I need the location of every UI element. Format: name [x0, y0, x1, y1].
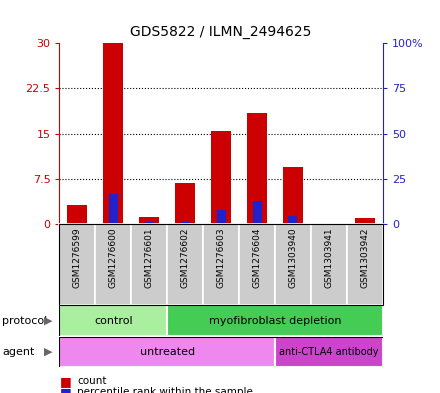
Bar: [139, 217, 159, 224]
Text: GSM1276604: GSM1276604: [253, 227, 261, 288]
Bar: [239, 224, 275, 305]
Text: GSM1303942: GSM1303942: [360, 227, 369, 288]
Text: GSM1276600: GSM1276600: [109, 227, 118, 288]
Bar: [167, 305, 383, 336]
Bar: [347, 224, 383, 305]
Bar: [247, 112, 267, 224]
Bar: [311, 224, 347, 305]
Bar: [275, 224, 311, 305]
Text: ■: ■: [59, 386, 71, 393]
Bar: [73, 223, 82, 224]
Bar: [355, 218, 375, 224]
Bar: [95, 224, 131, 305]
Bar: [59, 337, 275, 367]
Text: GSM1303940: GSM1303940: [289, 227, 297, 288]
Bar: [275, 337, 383, 367]
Text: GSM1276599: GSM1276599: [73, 227, 82, 288]
Bar: [289, 216, 297, 224]
Bar: [360, 223, 369, 224]
Bar: [109, 194, 118, 224]
Bar: [67, 205, 87, 224]
Bar: [103, 43, 123, 224]
Bar: [145, 222, 154, 224]
Text: percentile rank within the sample: percentile rank within the sample: [77, 387, 253, 393]
Text: agent: agent: [2, 347, 35, 357]
Bar: [167, 224, 203, 305]
Text: protocol: protocol: [2, 316, 48, 326]
Bar: [253, 200, 261, 224]
Text: control: control: [94, 316, 132, 326]
Bar: [59, 224, 95, 305]
Bar: [175, 183, 195, 224]
Text: myofibroblast depletion: myofibroblast depletion: [209, 316, 341, 326]
Bar: [216, 210, 226, 224]
Bar: [203, 224, 239, 305]
Text: count: count: [77, 376, 106, 386]
Text: GSM1303941: GSM1303941: [324, 227, 334, 288]
Text: GSM1276602: GSM1276602: [181, 227, 190, 288]
Text: ▶: ▶: [44, 347, 53, 357]
Text: ▶: ▶: [44, 316, 53, 326]
Bar: [131, 224, 167, 305]
Text: ■: ■: [59, 375, 71, 388]
Bar: [59, 305, 167, 336]
Title: GDS5822 / ILMN_2494625: GDS5822 / ILMN_2494625: [130, 26, 312, 39]
Text: anti-CTLA4 antibody: anti-CTLA4 antibody: [279, 347, 379, 357]
Text: GSM1276603: GSM1276603: [216, 227, 226, 288]
Bar: [283, 167, 303, 224]
Bar: [211, 130, 231, 224]
Text: untreated: untreated: [139, 347, 195, 357]
Bar: [181, 222, 190, 224]
Text: GSM1276601: GSM1276601: [145, 227, 154, 288]
